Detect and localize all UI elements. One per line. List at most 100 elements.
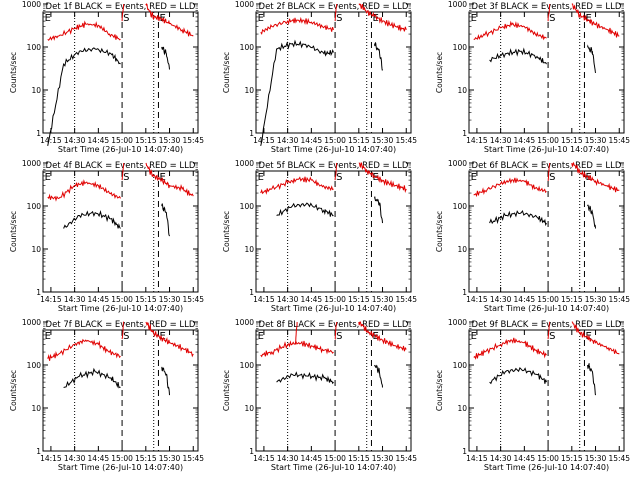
marker-letter: E [45,172,51,183]
y-tick-label: 1000 [448,318,467,327]
series-events [489,47,547,65]
panel-title: Det 6f BLACK = Events, RED = LLD [472,161,622,171]
series-lld [473,337,547,360]
y-tick-label: 1 [36,129,41,138]
y-tick-label: 1000 [235,318,254,327]
y-tick-label: 100 [453,361,468,370]
x-axis-label: Start Time (26-Jul-10 14:07:40) [58,145,183,154]
plot-frame [255,329,412,452]
y-tick-label: 100 [453,43,468,52]
y-tick-label: 1 [249,129,254,138]
marker-letter: S [123,13,129,24]
x-tick-label: 14:30 [64,454,86,463]
series-lld [47,20,121,41]
x-tick-label: 15:45 [608,295,630,304]
series-events [63,209,121,229]
y-axis-label: Counts/sec [435,52,444,93]
x-tick-label: 14:15 [466,295,488,304]
x-tick-label: 15:30 [585,295,607,304]
plot-frame [42,170,199,293]
marker-letter: S [336,331,342,342]
x-tick-label: 14:45 [88,295,110,304]
x-tick-label: 14:15 [40,295,62,304]
series-lld [334,3,338,22]
y-tick-label: 1000 [448,159,467,168]
series-lld [358,3,407,32]
y-tick-label: 1 [36,447,41,456]
series-lld [547,162,551,181]
y-axis-label: Counts/sec [9,52,18,93]
x-tick-label: 15:00 [537,454,559,463]
x-tick-label: 14:30 [490,136,512,145]
series-lld [334,321,338,340]
x-axis-label: Start Time (26-Jul-10 14:07:40) [271,145,396,154]
marker-letter: E [45,13,51,24]
x-tick-label: 14:45 [88,454,110,463]
x-tick-label: 14:45 [301,295,323,304]
y-tick-label: 1000 [448,0,467,9]
y-axis-label: Counts/sec [435,370,444,411]
series-lld [571,321,620,355]
x-tick-label: 14:30 [277,136,299,145]
series-events [374,42,383,71]
series-events [161,46,170,70]
panel-1: Det 1f BLACK = Events, RED = LLD 1 10 100 10… [9,0,204,154]
y-tick-label: 10 [457,86,467,95]
x-axis-label: Start Time (26-Jul-10 14:07:40) [58,463,183,472]
x-tick-label: 15:45 [395,295,417,304]
x-tick-label: 15:30 [159,295,181,304]
marker-letter: E [471,13,477,24]
series-lld [571,161,620,193]
series-events [587,204,596,229]
series-events [276,202,334,217]
series-events [161,366,170,396]
x-axis-label: Start Time (26-Jul-10 14:07:40) [271,304,396,313]
y-tick-label: 10 [31,404,41,413]
y-axis-label: Counts/sec [222,370,231,411]
x-tick-label: 15:30 [585,454,607,463]
y-tick-label: 100 [453,202,468,211]
series-events [489,367,547,385]
y-tick-label: 100 [27,361,42,370]
panel-title: Det 5f BLACK = Events, RED = LLD [259,161,409,171]
series-lld [145,321,194,358]
marker-letter: E [45,331,51,342]
x-tick-label: 15:45 [182,295,204,304]
x-tick-label: 14:15 [466,136,488,145]
y-tick-label: 10 [31,245,41,254]
x-tick-label: 14:30 [64,136,86,145]
x-tick-label: 14:45 [88,136,110,145]
panel-title: Det 3f BLACK = Events, RED = LLD [472,2,622,12]
series-events [587,44,596,73]
series-lld [473,177,547,198]
x-axis-label: Start Time (26-Jul-10 14:07:40) [484,463,609,472]
y-tick-label: 1 [36,288,41,297]
x-tick-label: 14:15 [40,136,62,145]
x-tick-label: 15:00 [111,454,133,463]
plot-frame [42,329,199,452]
y-axis-label: Counts/sec [9,370,18,411]
series-events [161,203,170,237]
marker-letter: S [549,331,555,342]
marker-letter: S [336,13,342,24]
x-tick-label: 14:45 [514,295,536,304]
plot-frame [468,11,625,134]
x-tick-label: 14:45 [514,136,536,145]
marker-letter: S [123,172,129,183]
marker-letter: E [258,172,264,183]
marker-letter: E [372,13,378,24]
y-axis-label: Counts/sec [9,211,18,252]
y-tick-label: 1 [462,447,467,456]
x-tick-label: 15:15 [561,454,583,463]
x-tick-label: 15:45 [608,454,630,463]
panel-title: Det 4f BLACK = Events, RED = LLD [46,161,196,171]
plot-frame [255,11,412,134]
series-lld [260,16,334,35]
y-tick-label: 1000 [22,318,41,327]
plot-frame [468,170,625,293]
series-lld [295,321,298,345]
panel-4: Det 4f BLACK = Events, RED = LLD 1 10 100 10… [9,159,204,313]
marker-letter: E [585,13,591,24]
x-tick-label: 15:45 [608,136,630,145]
